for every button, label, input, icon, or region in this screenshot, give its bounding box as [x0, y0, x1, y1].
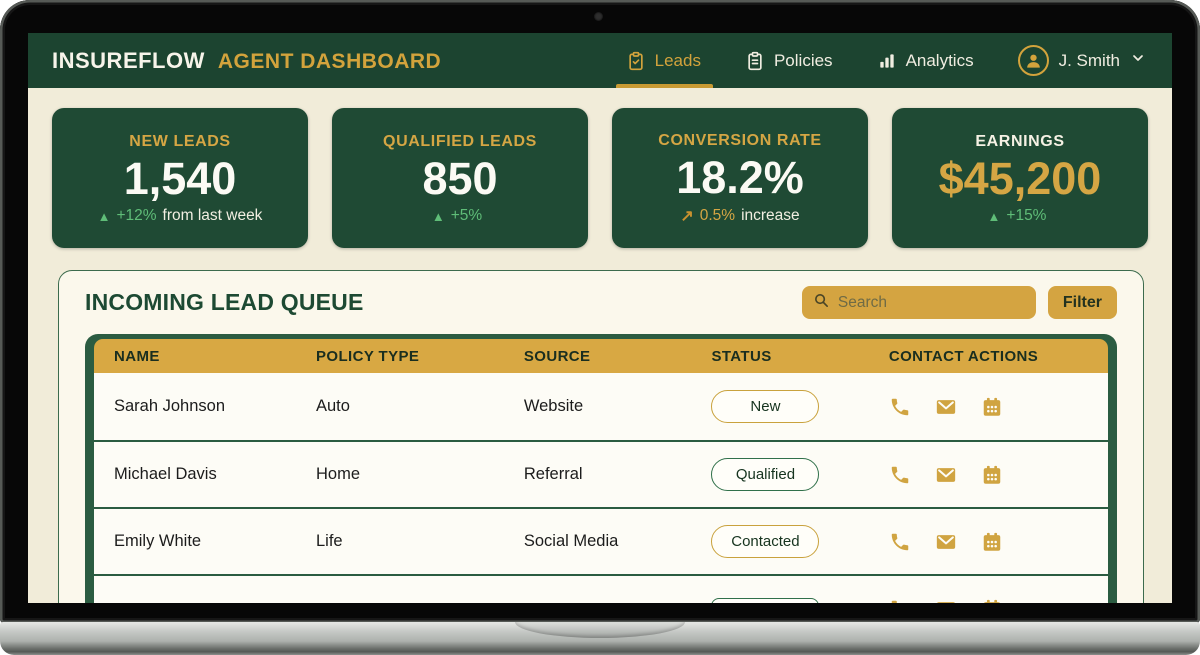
- lead-table: NAME POLICY TYPE SOURCE STATUS CONTACT A…: [85, 334, 1117, 603]
- user-name: J. Smith: [1058, 50, 1120, 70]
- cell-name: Sarah Johnson: [114, 397, 225, 415]
- status-badge: New: [711, 390, 820, 423]
- stat-card-new-leads: NEW LEADS 1,540 ▲ +12% from last week: [52, 108, 308, 248]
- user-menu[interactable]: J. Smith: [1017, 45, 1146, 76]
- cell-source: Website: [523, 397, 584, 415]
- column-header-status: STATUS: [711, 347, 772, 365]
- stat-label: CONVERSION RATE: [658, 131, 822, 149]
- mail-icon[interactable]: [934, 531, 958, 553]
- table-row: Sarah Johnson Auto Website New: [94, 373, 1108, 440]
- bar-chart-icon: [877, 51, 897, 71]
- screen: INSUREFLOW AGENT DASHBOARD Leads Policie…: [28, 33, 1172, 603]
- clipboard-check-icon: [626, 51, 646, 71]
- mail-icon[interactable]: [934, 464, 958, 486]
- triangle-up-icon: ▲: [97, 208, 111, 224]
- tab-policies[interactable]: Policies: [745, 33, 833, 88]
- search-input[interactable]: [837, 293, 1038, 312]
- search-icon: [813, 292, 830, 314]
- queue-tools: Filter: [801, 286, 1117, 319]
- cell-policy-type: Life: [316, 532, 343, 550]
- cell-source: Social Media: [523, 532, 619, 550]
- brand-name: INSUREFLOW: [52, 47, 205, 73]
- stat-delta: ▲ +15%: [987, 207, 1047, 225]
- filter-button[interactable]: Filter: [1047, 286, 1117, 319]
- cell-source: Referral: [523, 465, 583, 483]
- stats-row: NEW LEADS 1,540 ▲ +12% from last week QU…: [52, 108, 1148, 248]
- main-nav: Leads Policies Analytics: [615, 33, 1146, 88]
- chevron-down-icon: [1130, 50, 1146, 71]
- table-header: NAME POLICY TYPE SOURCE STATUS CONTACT A…: [94, 339, 1108, 373]
- calendar-icon[interactable]: [981, 396, 1003, 418]
- clipboard-icon: [745, 51, 765, 71]
- phone-icon[interactable]: [889, 598, 911, 603]
- column-header-source: SOURCE: [523, 347, 591, 365]
- stat-delta: ▲ +5%: [431, 207, 483, 225]
- arrow-up-right-icon: ↗: [680, 208, 694, 226]
- column-header-policy-type: POLICY TYPE: [316, 347, 420, 365]
- avatar: [1017, 45, 1049, 76]
- column-header-name: NAME: [114, 347, 160, 365]
- stat-value: $45,200: [938, 152, 1102, 204]
- triangle-up-icon: ▲: [431, 208, 445, 224]
- phone-icon[interactable]: [889, 464, 911, 486]
- cell-status: [707, 598, 884, 603]
- stat-delta: ↗ 0.5% increase: [680, 207, 800, 226]
- calendar-icon[interactable]: [981, 464, 1003, 486]
- stat-card-earnings: EARNINGS $45,200 ▲ +15%: [892, 108, 1148, 248]
- brand: INSUREFLOW AGENT DASHBOARD: [52, 48, 441, 74]
- tab-analytics[interactable]: Analytics: [877, 33, 974, 88]
- table-row: [94, 574, 1108, 603]
- calendar-icon[interactable]: [981, 598, 1003, 603]
- cell-status: Qualified: [707, 458, 884, 491]
- cell-name: Michael Davis: [114, 465, 217, 483]
- status-badge: Contacted: [711, 525, 820, 558]
- stat-value: 1,540: [123, 152, 237, 204]
- table-row: Emily White Life Social Media Contacted: [94, 507, 1108, 574]
- cell-contact-actions: [885, 531, 1108, 553]
- search-box: [801, 286, 1038, 319]
- stat-value: 850: [422, 152, 498, 204]
- mail-icon[interactable]: [934, 396, 958, 418]
- cell-status: Contacted: [707, 525, 884, 558]
- mail-icon[interactable]: [934, 598, 958, 603]
- phone-icon[interactable]: [889, 531, 911, 553]
- stat-label: NEW LEADS: [129, 132, 231, 150]
- status-badge: Qualified: [711, 458, 820, 491]
- column-header-contact-actions: CONTACT ACTIONS: [888, 347, 1039, 365]
- lead-queue-panel: INCOMING LEAD QUEUE Filter NAME POLICY T…: [58, 270, 1144, 603]
- cell-status: New: [707, 390, 884, 423]
- stat-label: QUALIFIED LEADS: [383, 132, 537, 150]
- cell-contact-actions: [885, 396, 1108, 418]
- cell-contact-actions: [885, 464, 1108, 486]
- stat-value: 18.2%: [676, 151, 804, 203]
- page-title: AGENT DASHBOARD: [217, 49, 442, 73]
- cell-name: Emily White: [114, 532, 202, 550]
- triangle-up-icon: ▲: [987, 208, 1001, 224]
- status-badge: [711, 598, 820, 603]
- app-header: INSUREFLOW AGENT DASHBOARD Leads Policie…: [28, 33, 1172, 88]
- webcam-icon: [594, 12, 603, 21]
- tab-label: Policies: [773, 50, 833, 70]
- stat-card-qualified-leads: QUALIFIED LEADS 850 ▲ +5%: [332, 108, 588, 248]
- cell-policy-type: Auto: [316, 397, 350, 415]
- phone-icon[interactable]: [889, 396, 911, 418]
- table-row: Michael Davis Home Referral Qualified: [94, 440, 1108, 507]
- cell-contact-actions: [885, 598, 1108, 603]
- cell-policy-type: Home: [316, 465, 361, 483]
- laptop-lid-notch: [515, 622, 685, 638]
- section-title: INCOMING LEAD QUEUE: [85, 289, 364, 315]
- calendar-icon[interactable]: [981, 531, 1003, 553]
- tab-label: Analytics: [905, 50, 974, 70]
- tab-leads[interactable]: Leads: [615, 33, 714, 88]
- stat-delta: ▲ +12% from last week: [97, 207, 263, 225]
- tab-label: Leads: [654, 50, 701, 70]
- stat-card-conversion-rate: CONVERSION RATE 18.2% ↗ 0.5% increase: [612, 108, 868, 248]
- queue-header: INCOMING LEAD QUEUE Filter: [85, 286, 1117, 319]
- stat-label: EARNINGS: [975, 132, 1065, 150]
